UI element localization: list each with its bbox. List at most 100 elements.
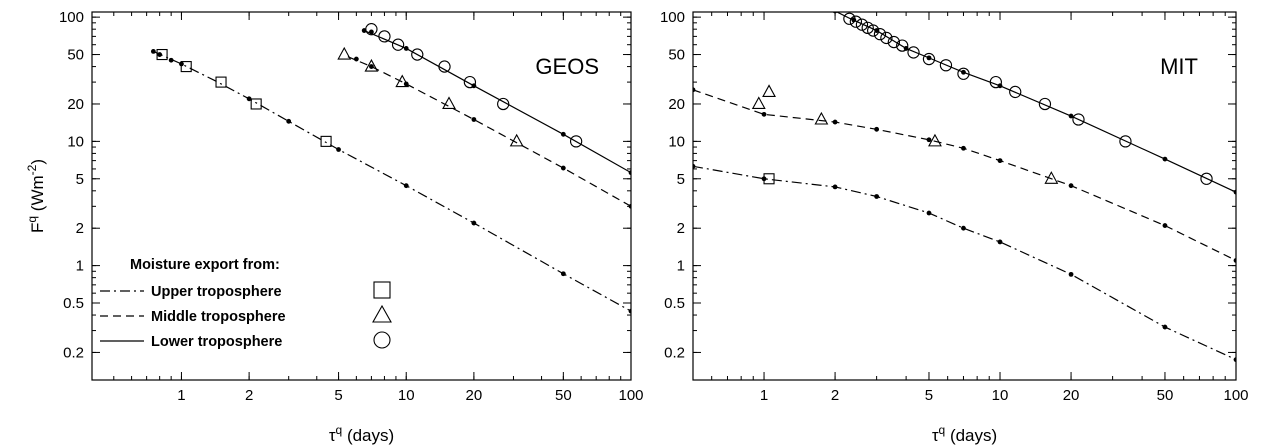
x-tick-label: 10 [992,387,1009,404]
y-tick-label: 10 [668,133,685,150]
circle-marker [497,97,510,111]
triangle-marker [762,84,776,97]
triangle-marker [814,111,829,125]
x-tick-label: 5 [925,387,933,404]
minor-ticks [693,12,1236,380]
x-tick-label: 100 [618,387,643,404]
chart-panel-geos: 1 2 5 10 20 50 100 0.2 0.5 1 2 5 10 20 50 100 GEOS τq​ (d… [25,9,644,445]
plot-frame [91,11,632,381]
circle-marker [939,59,953,72]
y-tick-label: 2 [76,220,84,237]
data-point-dot [560,165,566,171]
x-tick-label: 20 [466,387,483,404]
circle-marker [907,46,920,59]
data-point-dot [1233,258,1236,263]
data-point-dot [874,126,880,132]
data-point-dot [560,131,566,137]
series-line [693,165,1236,361]
circle-marker [873,27,887,41]
triangle-marker [364,58,379,72]
circle-marker [569,135,583,148]
data-point-dot [997,239,1003,245]
series-upper-troposphere [693,163,1236,363]
x-tick-label: 10 [398,387,415,404]
x-tick-label: 1 [177,387,185,404]
series-middle-troposphere [337,46,631,209]
data-point-dot [369,29,374,35]
circle-marker [1072,113,1085,126]
series-line [153,50,631,312]
circle-marker [843,12,856,25]
legend-circle-marker [373,331,391,349]
y-axis-title: Fq​ (Wm-2​) [25,159,47,233]
data-point-dot [471,117,477,122]
data-point-dot [286,118,292,124]
square-marker [180,61,192,73]
triangle-marker [509,133,524,147]
data-point-dot [403,183,409,189]
y-tick-label: 1 [76,258,84,275]
plot-area [693,12,1236,363]
data-point-dot [336,147,341,152]
y-tick-label: 100 [660,9,685,26]
x-tick-label: 100 [1223,387,1248,404]
triangle-marker [442,96,456,110]
plot-area [150,23,631,314]
triangle-marker [751,96,766,110]
circle-marker [957,67,970,80]
x-tick-label: 50 [555,387,572,404]
x-tick-label: 2 [245,387,253,404]
series-line [693,89,1236,261]
y-tick-label: 50 [668,47,685,64]
triangle-marker [337,46,352,60]
data-point-dot [560,271,566,277]
circle-marker [989,75,1002,89]
data-point-dot [369,64,374,69]
circle-marker [1038,97,1052,111]
data-point-dot [628,203,631,209]
y-tick-label: 50 [67,47,84,64]
data-point-dot [168,57,174,63]
y-tick-label: 10 [67,133,84,150]
chart-panel-mit: 1 2 5 10 20 50 100 0.2 0.5 1 2 5 10 20 50 100 MIT τq​ (da… [660,9,1249,445]
circle-marker [849,15,863,28]
data-point-dot [961,145,966,151]
triangle-marker [1044,171,1059,184]
circle-marker [378,30,391,43]
y-tick-label: 2 [677,220,685,237]
square-marker [250,98,262,110]
circle-marker [855,18,869,31]
data-point-dot [761,111,767,117]
data-point-dot [926,137,932,143]
y-tick-label: 100 [59,9,84,26]
data-point-dot [471,220,477,226]
circle-marker [922,52,936,66]
square-marker [763,173,775,185]
data-point-dot [1068,113,1074,119]
circle-marker [1200,172,1213,185]
data-point-dot [1068,183,1074,189]
y-tick-label: 0.5 [63,295,84,312]
y-tick-label: 20 [67,96,84,113]
data-point-dot [1162,156,1168,162]
data-point-dot [628,170,631,176]
circle-marker [880,31,893,45]
series-middle-troposphere [693,84,1236,263]
data-point-dot [926,210,932,216]
data-point-dot [353,56,359,62]
y-tick-label: 1 [677,258,685,275]
legend-entry-label: Middle troposphere [151,309,286,325]
series-lower-troposphere [832,12,1236,195]
data-point-dot [832,184,838,190]
circle-marker [896,39,909,52]
legend-square-marker [373,281,391,299]
panel-title: MIT [1160,54,1198,79]
legend-entry-label: Lower troposphere [151,334,282,350]
data-point-dot [997,158,1003,164]
circle-marker [411,48,424,61]
square-marker [320,135,332,147]
data-point-dot [1162,223,1168,228]
series-line [835,12,1236,193]
data-point-dot [874,194,880,199]
